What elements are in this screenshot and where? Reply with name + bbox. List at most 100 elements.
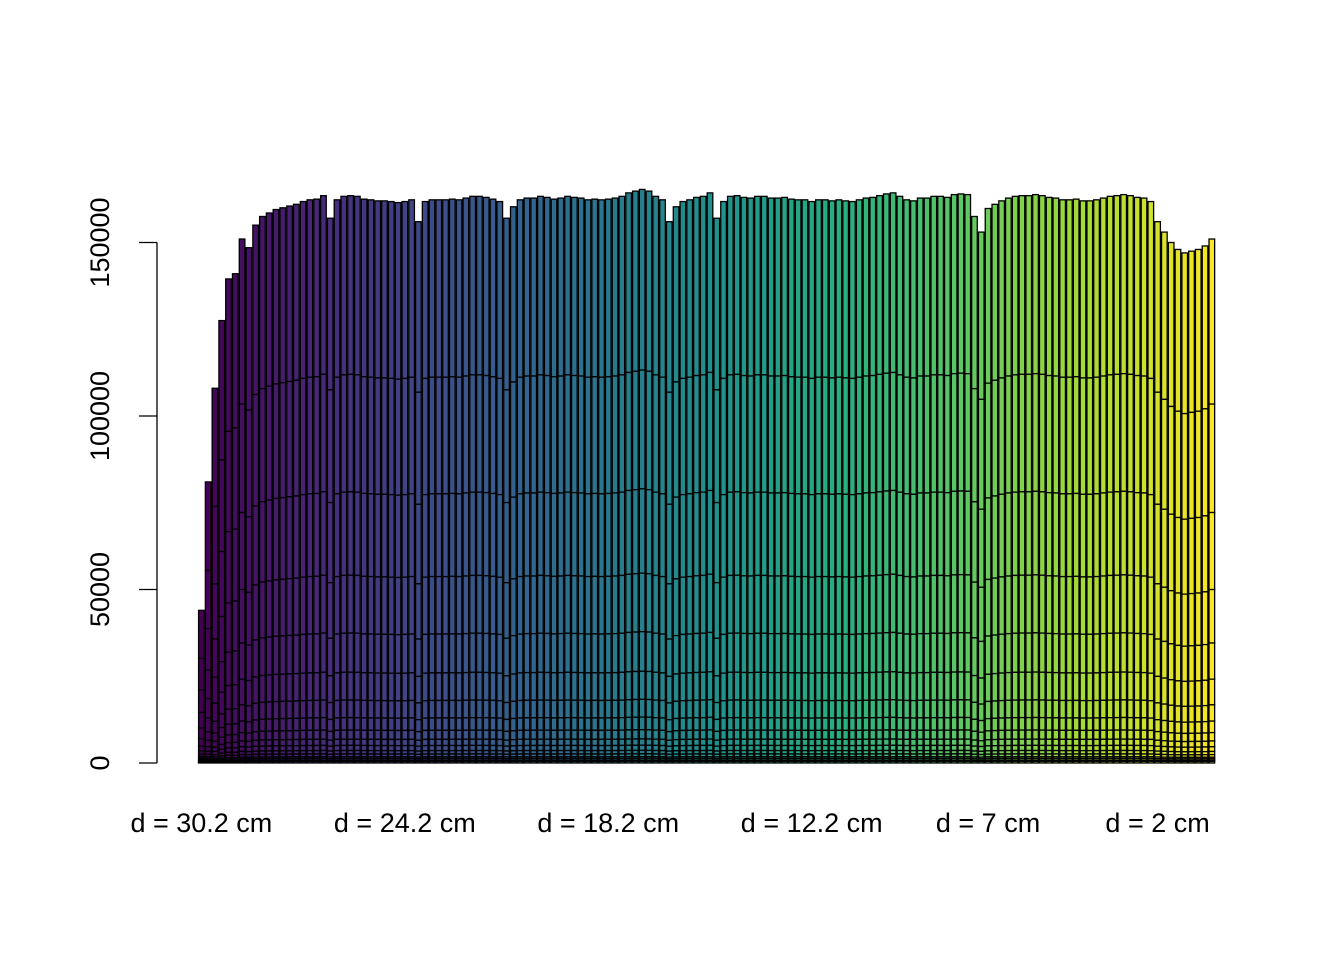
bar-segment: [1065, 738, 1073, 747]
bar-segment: [686, 729, 694, 741]
bar-segment: [991, 700, 999, 719]
bar-stack: [570, 196, 578, 764]
bar-segment: [903, 760, 911, 764]
bar-segment: [862, 575, 870, 635]
bar-segment: [204, 761, 212, 764]
bar-segment: [1065, 717, 1073, 731]
bar-stack: [503, 217, 511, 764]
bar-segment: [1167, 405, 1175, 515]
bar-segment: [916, 632, 924, 674]
bar-segment: [1201, 643, 1209, 681]
bar-segment: [692, 575, 700, 635]
bar-segment: [767, 699, 775, 719]
bar-segment: [794, 760, 802, 764]
bar-stack: [943, 196, 951, 764]
bar-segment: [842, 672, 850, 702]
bar-segment: [204, 731, 212, 742]
bar-segment: [564, 671, 572, 701]
bar-segment: [1093, 376, 1101, 495]
bar-segment: [794, 575, 802, 635]
bar-segment: [292, 495, 300, 579]
bar-segment: [299, 633, 307, 674]
bar-segment: [1174, 248, 1182, 412]
bar-segment: [394, 744, 402, 752]
bar-segment: [1126, 729, 1134, 740]
bar-segment: [516, 376, 524, 495]
bar-segment: [550, 760, 558, 764]
bar-segment: [862, 632, 870, 674]
bar-stack: [787, 198, 795, 764]
bar-stack: [984, 207, 992, 764]
bar-segment: [1079, 200, 1087, 379]
bar-segment: [876, 729, 883, 740]
bar-segment: [1208, 678, 1216, 706]
bar-segment: [238, 511, 246, 591]
bar-segment: [672, 760, 680, 764]
bar-segment: [998, 760, 1006, 764]
bar-segment: [638, 716, 646, 731]
bar-stack: [299, 200, 307, 764]
bar-segment: [1025, 194, 1033, 376]
bar-segment: [638, 488, 646, 574]
bar-segment: [550, 717, 558, 731]
bar-segment: [801, 760, 809, 764]
bar-segment: [679, 700, 687, 719]
bar-segment: [828, 699, 836, 719]
bar-segment: [543, 744, 551, 752]
bar-segment: [943, 738, 951, 747]
bar-segment: [509, 496, 517, 580]
bar-segment: [286, 634, 294, 675]
bar-segment: [462, 632, 470, 674]
bar-segment: [1140, 738, 1148, 747]
bar-stack: [876, 194, 883, 764]
bar-segment: [998, 576, 1006, 635]
bar-segment: [754, 374, 761, 493]
bar-segment: [252, 702, 260, 721]
bar-segment: [1174, 740, 1182, 748]
bar-segment: [204, 746, 212, 752]
bar-segment: [869, 729, 877, 740]
bar-segment: [1086, 672, 1094, 702]
bar-segment: [659, 744, 666, 752]
bar-segment: [292, 203, 300, 381]
bar-segment: [347, 699, 355, 719]
bar-segment: [1140, 717, 1148, 731]
bar-segment: [733, 194, 741, 376]
bar-segment: [781, 196, 789, 377]
bar-segment: [1133, 575, 1141, 635]
bar-segment: [333, 699, 341, 719]
bar-segment: [625, 699, 633, 719]
bar-segment: [821, 575, 829, 635]
bar-segment: [604, 492, 612, 578]
bar-segment: [713, 718, 721, 733]
bar-segment: [1079, 633, 1087, 674]
bar-stack: [991, 203, 999, 764]
bar-segment: [503, 389, 511, 504]
bar-segment: [692, 671, 700, 701]
bar-segment: [977, 677, 985, 705]
bar-segment: [306, 376, 314, 495]
bar-stack: [347, 194, 355, 764]
bar-segment: [889, 631, 897, 673]
bar-segment: [1113, 760, 1121, 764]
bar-stack: [652, 195, 660, 764]
bar-segment: [1038, 738, 1046, 747]
bar-segment: [1025, 491, 1033, 576]
bar-segment: [1167, 241, 1175, 408]
bar-segment: [286, 760, 294, 764]
bar-segment: [1059, 738, 1067, 747]
bar-stack: [1126, 194, 1134, 764]
bar-stack: [516, 199, 524, 764]
bar-segment: [448, 672, 456, 702]
bar-segment: [516, 575, 524, 635]
bar-segment: [1126, 632, 1134, 673]
bar-segment: [530, 575, 538, 635]
bar-segment: [665, 760, 673, 764]
bar-segment: [781, 491, 789, 577]
bar-segment: [238, 731, 246, 742]
bar-segment: [394, 729, 402, 741]
bar-segment: [442, 575, 449, 635]
bar-segment: [1181, 732, 1189, 743]
bar-segment: [794, 729, 802, 741]
